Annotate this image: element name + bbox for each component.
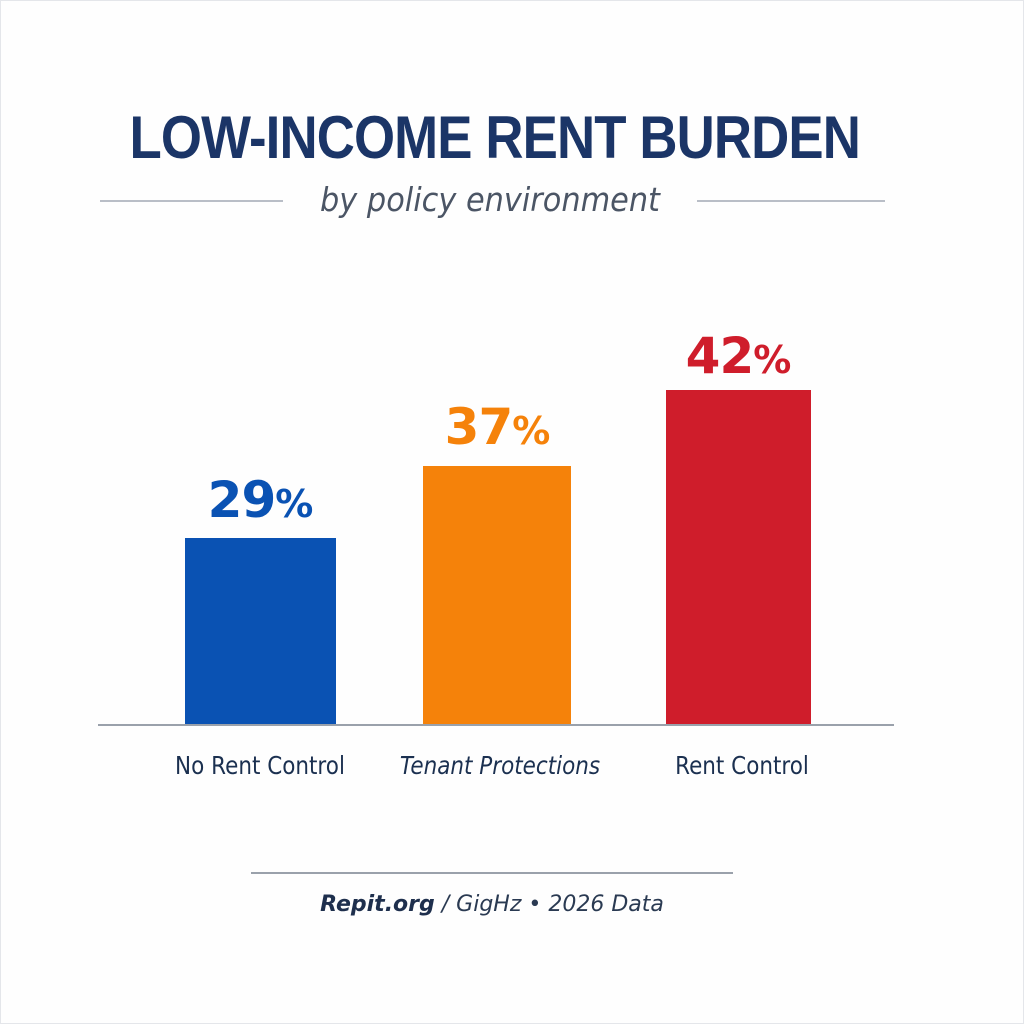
category-label-rent-control: Rent Control: [675, 751, 809, 780]
bar-value-label-no-rent-control: 29%: [160, 470, 360, 534]
footer-bullet: •: [521, 892, 549, 917]
footer-data-year: 2026 Data: [548, 892, 664, 917]
bar-no-rent-control: [185, 538, 336, 725]
value-suffix: %: [275, 482, 313, 526]
value-number: 37: [444, 398, 514, 456]
value-suffix: %: [512, 409, 550, 453]
subtitle-rule-left: [100, 200, 283, 202]
chart-subtitle: by policy environment: [320, 180, 660, 219]
value-suffix: %: [753, 338, 791, 382]
value-number: 29: [207, 471, 277, 529]
subtitle-rule-right: [697, 200, 885, 202]
category-label-tenant-protections: Tenant Protections: [399, 751, 601, 780]
bar-value-label-rent-control: 42%: [638, 326, 838, 390]
value-number: 42: [685, 327, 755, 385]
footer-source: Repit.org: [320, 892, 435, 917]
chart-title: LOW-INCOME RENT BURDEN: [129, 104, 861, 171]
bar-tenant-protections: [423, 466, 571, 725]
x-axis-baseline: [98, 724, 894, 726]
bar-rent-control: [666, 390, 811, 725]
footer-separator: /: [434, 892, 457, 917]
footer-author: GigHz: [456, 892, 522, 917]
footer-rule: [251, 872, 733, 874]
category-label-no-rent-control: No Rent Control: [175, 751, 345, 780]
bar-value-label-tenant-protections: 37%: [397, 397, 597, 461]
source-footer: Repit.org / GigHz • 2026 Data: [251, 888, 733, 922]
